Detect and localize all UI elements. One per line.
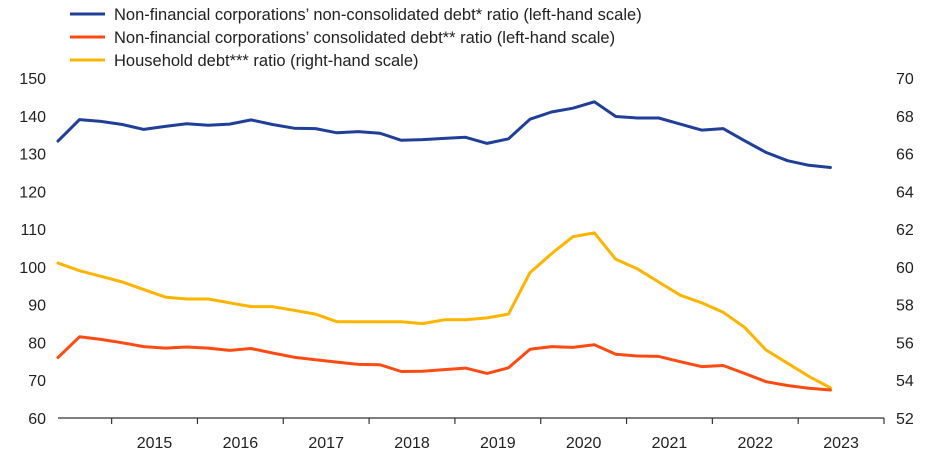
- y-left-tick-label: 90: [28, 298, 46, 315]
- legend-label-household: Household debt*** ratio (right-hand scal…: [114, 52, 419, 70]
- y-axis-left: 60 70 80 90 100 110 120 130 140 150: [19, 71, 46, 428]
- y-left-tick-label: 70: [28, 373, 46, 390]
- y-right-tick-label: 68: [896, 109, 914, 126]
- legend: Non-financial corporations’ non-consolid…: [70, 6, 642, 70]
- series-line-household: [56, 231, 832, 390]
- x-tick-label: 2019: [480, 435, 516, 452]
- x-tick-label: 2016: [223, 435, 259, 452]
- legend-label-nfc-consolidated: Non-financial corporations’ consolidated…: [114, 29, 615, 47]
- y-right-tick-label: 56: [896, 335, 914, 352]
- series-line-nfc-non-consolidated: [56, 100, 832, 169]
- y-left-tick-label: 80: [28, 335, 46, 352]
- y-left-tick-label: 60: [28, 411, 46, 428]
- x-tick-label: 2023: [823, 435, 859, 452]
- y-right-tick-label: 58: [896, 298, 914, 315]
- y-left-tick-label: 100: [19, 260, 46, 277]
- y-right-tick-label: 62: [896, 222, 914, 239]
- y-left-tick-label: 130: [19, 147, 46, 164]
- y-left-tick-label: 150: [19, 71, 46, 88]
- y-left-tick-label: 110: [20, 222, 46, 239]
- x-tick-label: 2017: [308, 435, 344, 452]
- x-tick-label: 2020: [566, 435, 602, 452]
- y-right-tick-label: 70: [896, 71, 914, 88]
- y-right-tick-label: 66: [896, 147, 914, 164]
- y-left-tick-label: 120: [19, 184, 46, 201]
- y-axis-right: 52 54 56 58 60 62 64 66 68 70: [896, 71, 914, 428]
- series-line-nfc-consolidated: [56, 335, 832, 392]
- y-right-tick-label: 64: [896, 184, 914, 201]
- x-axis: 2015 2016 2017 2018 2019 2020 2021 2022 2023: [111, 418, 885, 452]
- y-right-tick-label: 60: [896, 260, 914, 277]
- x-tick-label: 2015: [137, 435, 173, 452]
- legend-item-household: Household debt*** ratio (right-hand scal…: [70, 52, 419, 70]
- legend-label-nfc-non-consolidated: Non-financial corporations’ non-consolid…: [114, 6, 642, 24]
- x-tick-label: 2018: [394, 435, 430, 452]
- y-right-tick-label: 52: [896, 411, 914, 428]
- series-layer: [56, 100, 832, 392]
- y-right-tick-label: 54: [896, 373, 914, 390]
- x-tick-label: 2021: [652, 435, 688, 452]
- legend-item-nfc-non-consolidated: Non-financial corporations’ non-consolid…: [70, 6, 642, 24]
- legend-item-nfc-consolidated: Non-financial corporations’ consolidated…: [70, 29, 615, 47]
- x-tick-label: 2022: [737, 435, 773, 452]
- y-left-tick-label: 140: [19, 109, 46, 126]
